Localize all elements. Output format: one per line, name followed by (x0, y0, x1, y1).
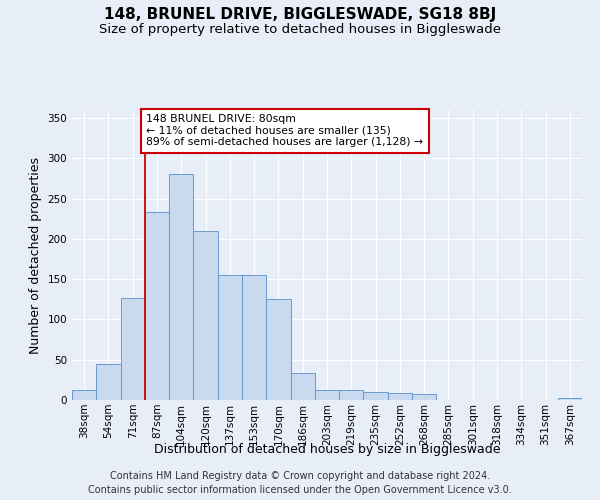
Bar (218, 275, 242, 400)
Bar (290, 374, 315, 400)
Bar (121, 298, 145, 400)
Bar (169, 174, 193, 400)
Bar (266, 300, 290, 400)
Bar (72, 390, 96, 400)
Text: Contains HM Land Registry data © Crown copyright and database right 2024.
Contai: Contains HM Land Registry data © Crown c… (88, 471, 512, 495)
Bar (242, 275, 266, 400)
Bar (388, 393, 412, 400)
Bar (412, 394, 436, 400)
Bar (315, 390, 339, 400)
Bar (364, 392, 388, 400)
Text: 148 BRUNEL DRIVE: 80sqm
← 11% of detached houses are smaller (135)
89% of semi-d: 148 BRUNEL DRIVE: 80sqm ← 11% of detache… (146, 114, 423, 147)
Bar (558, 398, 582, 400)
Text: 148, BRUNEL DRIVE, BIGGLESWADE, SG18 8BJ: 148, BRUNEL DRIVE, BIGGLESWADE, SG18 8BJ (104, 8, 496, 22)
Text: Size of property relative to detached houses in Biggleswade: Size of property relative to detached ho… (99, 22, 501, 36)
Text: Distribution of detached houses by size in Biggleswade: Distribution of detached houses by size … (154, 442, 500, 456)
Y-axis label: Number of detached properties: Number of detached properties (29, 156, 42, 354)
Bar (145, 212, 169, 400)
Bar (193, 231, 218, 400)
Bar (339, 390, 364, 400)
Bar (96, 364, 121, 400)
